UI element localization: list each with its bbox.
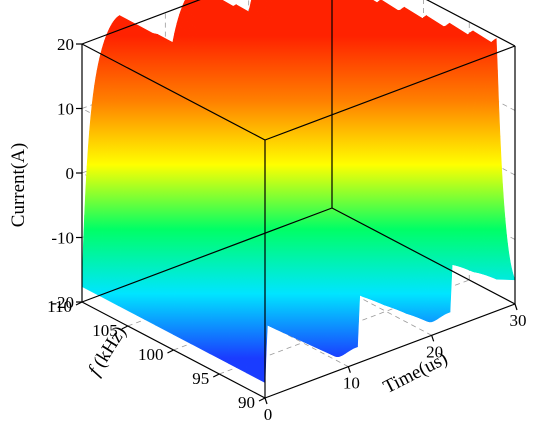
z-tick-label: -10 — [51, 229, 74, 248]
x-tick-labels: 0 10 20 30 — [264, 303, 527, 422]
y-tick-mark — [258, 397, 266, 402]
z-tick-label: 20 — [57, 35, 74, 54]
z-tick-label: 10 — [57, 100, 74, 119]
y-axis-title: f (kHz) — [84, 322, 131, 379]
x-tick-mark — [431, 335, 435, 342]
y-tick-label: 90 — [238, 393, 255, 412]
frame-edge — [81, 207, 333, 303]
x-axis-title: Time(us) — [380, 348, 451, 398]
y-tick-label: 105 — [92, 321, 118, 340]
surface-patch — [303, 314, 325, 325]
y-tick-mark — [75, 301, 83, 306]
y-tick-mark — [167, 349, 174, 354]
surface-patch — [284, 305, 305, 316]
y-tick-label: 110 — [47, 297, 72, 316]
x-tick-label: 0 — [264, 405, 273, 422]
y-tick-label: 95 — [192, 369, 209, 388]
x-tick-mark — [264, 397, 268, 405]
z-tick-labels: -20 -10 0 10 20 — [51, 35, 82, 312]
y-tick-mark — [121, 325, 129, 330]
z-axis-title: Current(A) — [8, 143, 29, 227]
frame-edge — [81, 0, 201, 45]
frame-edge — [264, 45, 516, 141]
y-tick-mark — [212, 373, 220, 378]
frame-edge — [426, 0, 516, 47]
z-tick-label: -20 — [51, 293, 74, 312]
z-tick-label: 0 — [66, 164, 75, 183]
frame-edge — [81, 43, 266, 141]
y-tick-labels: 90 95 100 105 110 — [47, 297, 266, 412]
x-tick-mark — [347, 366, 351, 373]
x-tick-label: 10 — [343, 374, 360, 393]
y-tick-label: 100 — [138, 345, 164, 364]
x-tick-mark — [514, 303, 518, 311]
frame-edge — [264, 303, 516, 399]
x-tick-label: 30 — [510, 311, 527, 330]
current-surface — [81, 0, 516, 384]
x-tick-label: 20 — [426, 342, 443, 361]
frame-edge — [331, 207, 516, 305]
surface-patch — [246, 339, 267, 384]
